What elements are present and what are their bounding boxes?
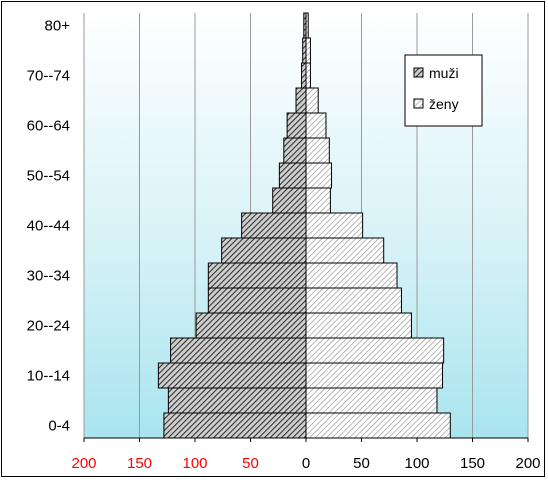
y-tick-label: 80+	[45, 18, 71, 35]
bar-zeny-15-19	[305, 337, 445, 364]
bar-zeny-5-9	[305, 387, 438, 414]
bars-layer	[157, 12, 451, 439]
legend-swatch-zeny	[413, 98, 424, 109]
y-tick-label: 20--24	[27, 318, 70, 335]
bar-muzi-10--14	[157, 362, 307, 389]
bar-zeny-75-79	[305, 37, 311, 64]
bar-zeny-45-49	[305, 187, 331, 214]
bar-muzi-60--64	[286, 112, 307, 139]
bar-zeny-35-39	[305, 237, 385, 264]
x-ticks-layer: 200 150 100 50 0 50 100 150 200	[71, 438, 541, 472]
bar-zeny-60--64	[305, 112, 327, 139]
x-tick-label: 200	[515, 455, 540, 472]
y-tick-label: 30--34	[27, 268, 70, 285]
bar-zeny-65-69	[305, 87, 319, 114]
y-tick-label: 70--74	[27, 68, 70, 85]
y-ticks-layer: 80+ 70--74 60--64 50--54 40--44 30--34 20--24 1…	[27, 18, 71, 435]
bar-muzi-20--24	[195, 312, 307, 339]
bar-muzi-55-59	[283, 137, 307, 164]
bar-zeny-80+	[305, 12, 309, 39]
bar-zeny-70--74	[305, 62, 311, 89]
bar-muzi-35-39	[221, 237, 307, 264]
bar-muzi-45-49	[272, 187, 307, 214]
bar-zeny-30--34	[305, 262, 398, 289]
bar-muzi-15-19	[170, 337, 307, 364]
x-tick-label: 150	[460, 455, 485, 472]
bar-muzi-0-4	[163, 412, 307, 439]
bar-muzi-30--34	[207, 262, 307, 289]
bar-zeny-20--24	[305, 312, 412, 339]
y-tick-label: 50--54	[27, 168, 70, 185]
bar-zeny-50--54	[305, 162, 333, 189]
legend-label-muzi: muži	[429, 65, 459, 81]
y-tick-label: 10--14	[27, 368, 70, 385]
bar-zeny-0-4	[305, 412, 451, 439]
bar-muzi-25-29	[207, 287, 307, 314]
x-tick-label: 50	[353, 455, 370, 472]
bar-zeny-10--14	[305, 362, 444, 389]
y-tick-label: 0-4	[48, 418, 70, 435]
legend-swatch-muzi	[413, 67, 424, 78]
y-tick-label: 40--44	[27, 218, 70, 235]
bar-zeny-25-29	[305, 287, 402, 314]
y-tick-label: 60--64	[27, 118, 70, 135]
bar-muzi-50--54	[278, 162, 307, 189]
bar-zeny-40--44	[305, 212, 364, 239]
bar-muzi-5-9	[167, 387, 307, 414]
x-tick-label: 50	[242, 455, 259, 472]
x-tick-label: 200	[71, 455, 96, 472]
bar-muzi-70--74	[301, 62, 307, 89]
bar-muzi-40--44	[241, 212, 307, 239]
legend-box	[404, 54, 483, 127]
x-tick-label: 100	[182, 455, 207, 472]
legend-label-zeny: ženy	[429, 96, 459, 112]
bar-muzi-65-69	[295, 87, 307, 114]
x-tick-label: 100	[404, 455, 429, 472]
bar-zeny-55-59	[305, 137, 330, 164]
legend: muži ženy	[404, 54, 483, 127]
x-tick-label: 0	[302, 455, 310, 472]
x-tick-label: 150	[127, 455, 152, 472]
